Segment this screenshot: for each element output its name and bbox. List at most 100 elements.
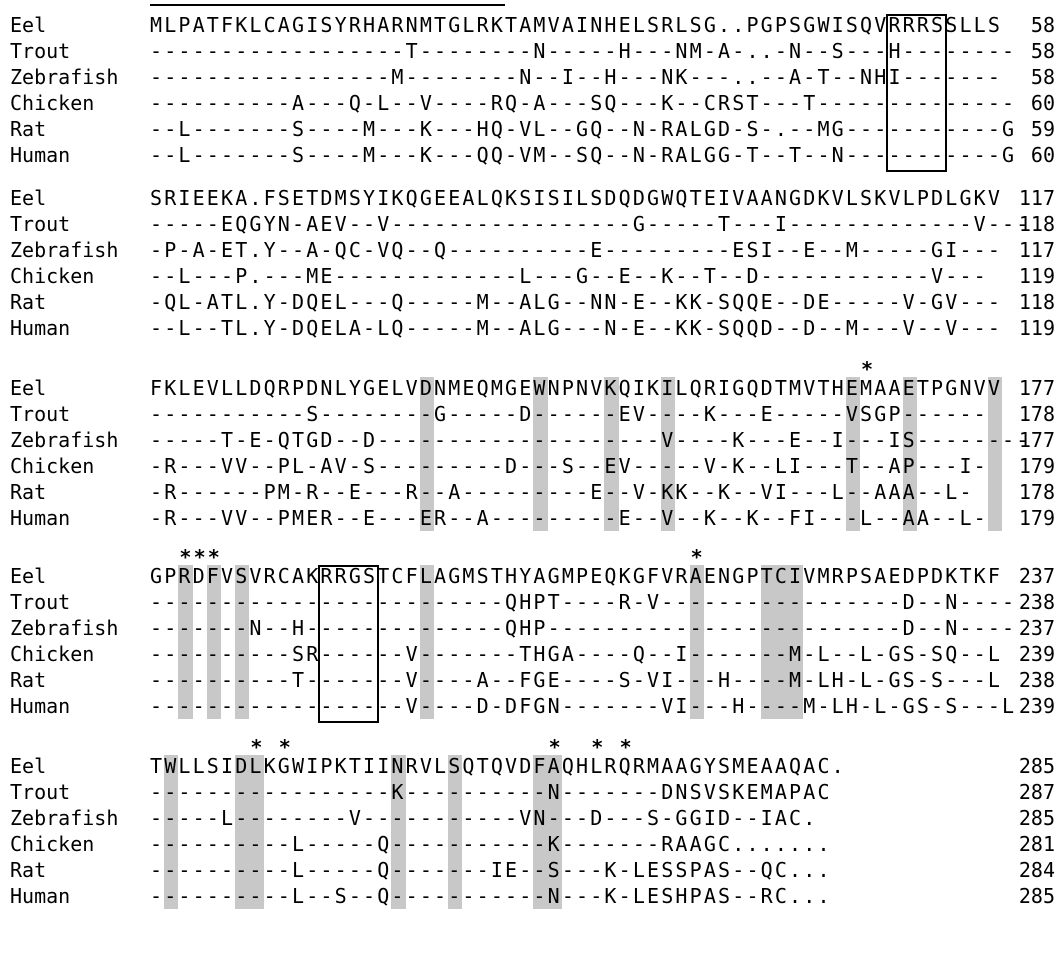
sequence-text: -----EQGYN-AEV--V-----------------G-----…	[150, 212, 1031, 236]
conserved-column-highlight	[902, 377, 917, 531]
conserved-column-highlight	[661, 377, 676, 531]
species-label: Chicken	[10, 91, 95, 115]
residue-count: 59	[1030, 117, 1055, 141]
residue-count: 237	[1018, 616, 1055, 640]
species-label: Human	[10, 506, 71, 530]
alignment-row: Eel MLPATFKLCAGISYRHARNMTGLRKTAMVAINHELSR…	[0, 12, 1055, 38]
residue-count: 177	[1018, 376, 1055, 400]
species-label: Eel	[10, 564, 47, 588]
sequence-text: ------------------V----D-DFGN-------VI--…	[150, 694, 1017, 718]
residue-count: 58	[1030, 65, 1055, 89]
species-label: Trout	[10, 402, 71, 426]
conserved-column-highlight	[249, 755, 264, 909]
alignment-row: Zebrafish -----------------M--------N--I-…	[0, 64, 1055, 90]
sequence-text: ----------A---Q-L--V----RQ-A---SQ---K--C…	[150, 91, 1017, 115]
species-label: Trout	[10, 212, 71, 236]
asterisk-marker: *	[619, 735, 632, 759]
species-label: Rat	[10, 858, 47, 882]
asterisk-marker: *	[861, 357, 874, 381]
species-label: Zebrafish	[10, 428, 119, 452]
residue-count: 58	[1030, 13, 1055, 37]
sequence-text: ----------L-----Q-----------K-------RAAG…	[150, 832, 832, 856]
alignment-row: Trout -----------S--------G-----D------EV…	[0, 401, 1055, 427]
species-label: Trout	[10, 590, 71, 614]
conserved-column-highlight	[448, 755, 463, 909]
residue-count: 119	[1018, 264, 1055, 288]
residue-count: 117	[1018, 238, 1055, 262]
conserved-column-highlight	[604, 377, 619, 531]
sequence-text: -----------------K----------N-------DNSV…	[150, 780, 832, 804]
sequence-text: FKLEVLLDQRPDNLYGELVDNMEQMGEWNPNVKQIKILQR…	[150, 376, 1003, 400]
sequence-text: -R---VV--PL-AV-S---------D---S--EV-----V…	[150, 454, 988, 478]
sequence-text: SRIEEKA.FSETDMSYIKQGEEALQKSISILSDQDGWQTE…	[150, 186, 1003, 210]
sequence-text: -----------------M--------N--I--H---NK--…	[150, 65, 1003, 89]
alignment-row: Trout -----------------K----------N------…	[0, 779, 1055, 805]
sequence-text: TWLLSIDLKGWIPKTIINRVLSQTQVDFAQHLRQRMAAGY…	[150, 754, 846, 778]
sequence-text: --L---P.---ME-------------L---G--E--K--T…	[150, 264, 988, 288]
asterisk-marker: *	[690, 545, 703, 569]
species-label: Chicken	[10, 832, 95, 856]
residue-count: 285	[1018, 884, 1055, 908]
conserved-column-highlight	[235, 755, 250, 909]
alignment-row: Eel TWLLSIDLKGWIPKTIINRVLSQTQVDFAQHLRQRMA…	[0, 753, 1055, 779]
residue-count: 178	[1018, 480, 1055, 504]
sequence-text: MLPATFKLCAGISYRHARNMTGLRKTAMVAINHELSRLSG…	[150, 13, 1003, 37]
conserved-column-highlight	[533, 377, 548, 531]
residue-count: 179	[1018, 506, 1055, 530]
residue-count: 60	[1030, 91, 1055, 115]
residue-count: 237	[1018, 564, 1055, 588]
asterisk-marker: *	[278, 735, 291, 759]
sequence-text: --L--TL.Y-DQELA-LQ-----M--ALG---N-E--KK-…	[150, 316, 1003, 340]
species-label: Trout	[10, 39, 71, 63]
alignment-row: Eel SRIEEKA.FSETDMSYIKQGEEALQKSISILSDQDGW…	[0, 185, 1055, 211]
alignment-row: Chicken --L---P.---ME-------------L---G--…	[0, 263, 1055, 289]
asterisk-marker: *	[193, 545, 206, 569]
residue-count: 238	[1018, 590, 1055, 614]
conserved-column-highlight	[419, 377, 434, 531]
alignment-row: Eel GPRDFVSVRCAKRRGSTCFLAGMSTHYAGMPEQKGFV…	[0, 563, 1055, 589]
sequence-text: --L-------S----M---K---QQ-VM--SQ--N-RALG…	[150, 143, 1017, 167]
conserved-column-highlight	[774, 565, 789, 719]
residue-count: 281	[1018, 832, 1055, 856]
residue-count: 118	[1018, 212, 1055, 236]
species-label: Zebrafish	[10, 806, 119, 830]
alignment-row: Chicken -R---VV--PL-AV-S---------D---S--E…	[0, 453, 1055, 479]
species-label: Zebrafish	[10, 616, 119, 640]
species-label: Rat	[10, 668, 47, 692]
conserved-column-highlight	[235, 565, 250, 719]
motif-box	[318, 565, 380, 723]
residue-count: 238	[1018, 668, 1055, 692]
sequence-text: -R---VV--PMER--E---ER--A---------E--V--K…	[150, 506, 988, 530]
residue-count: 58	[1030, 39, 1055, 63]
species-label: Rat	[10, 290, 47, 314]
sequence-text: --L-------S----M---K---HQ-VL--GQ--N-RALG…	[150, 117, 1017, 141]
alignment-row: Chicken ----------A---Q-L--V----RQ-A---SQ…	[0, 90, 1055, 116]
species-label: Trout	[10, 780, 71, 804]
alignment-row: Rat ----------T-------V----A--FGE----S-VI…	[0, 667, 1055, 693]
conserved-column-highlight	[178, 565, 193, 719]
residue-count: 285	[1018, 806, 1055, 830]
residue-count: 117	[1018, 186, 1055, 210]
alignment-row: Trout -------------------------QHPT----R-…	[0, 589, 1055, 615]
species-label: Rat	[10, 480, 47, 504]
species-label: Human	[10, 143, 71, 167]
asterisk-marker: *	[207, 545, 220, 569]
conserved-column-highlight	[760, 565, 775, 719]
species-label: Rat	[10, 117, 47, 141]
alignment-row: Zebrafish -P-A-ET.Y--A-QC-VQ--Q----------…	[0, 237, 1055, 263]
alignment-row: Human -R---VV--PMER--E---ER--A---------E-…	[0, 505, 1055, 531]
residue-count: 118	[1018, 290, 1055, 314]
residue-count: 285	[1018, 754, 1055, 778]
signal-peptide-overline	[150, 4, 505, 6]
sequence-text: ------------------T--------N-----H---NM-…	[150, 39, 1017, 63]
sequence-text: -----T-E-QTGD--D--------------------V---…	[150, 428, 1031, 452]
residue-count: 119	[1018, 316, 1055, 340]
species-label: Eel	[10, 376, 47, 400]
conserved-column-highlight	[206, 565, 221, 719]
asterisk-marker: *	[179, 545, 192, 569]
alignment-row: Human ----------L--S--Q-----------N---K-L…	[0, 883, 1055, 909]
sequence-text: ----------L-----Q-------IE--S---K-LESSPA…	[150, 858, 832, 882]
species-label: Eel	[10, 186, 47, 210]
residue-count: 287	[1018, 780, 1055, 804]
